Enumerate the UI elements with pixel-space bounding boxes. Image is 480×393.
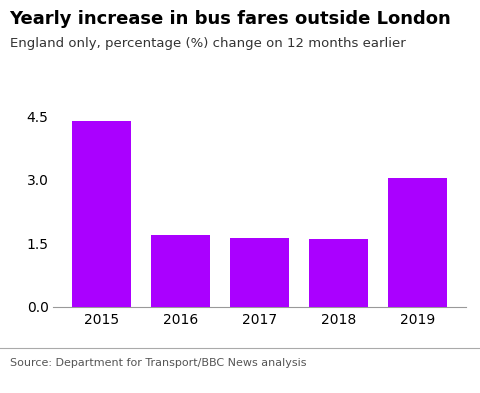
Bar	[229, 238, 289, 307]
Text: C: C	[462, 367, 469, 377]
Text: B: B	[411, 367, 419, 377]
Bar	[387, 178, 447, 307]
Text: B: B	[436, 367, 444, 377]
Bar	[151, 235, 210, 307]
Bar	[72, 121, 131, 307]
Bar	[309, 239, 368, 307]
Text: Yearly increase in bus fares outside London: Yearly increase in bus fares outside Lon…	[10, 10, 451, 28]
Text: England only, percentage (%) change on 12 months earlier: England only, percentage (%) change on 1…	[10, 37, 405, 50]
Text: Source: Department for Transport/BBC News analysis: Source: Department for Transport/BBC New…	[10, 358, 306, 367]
